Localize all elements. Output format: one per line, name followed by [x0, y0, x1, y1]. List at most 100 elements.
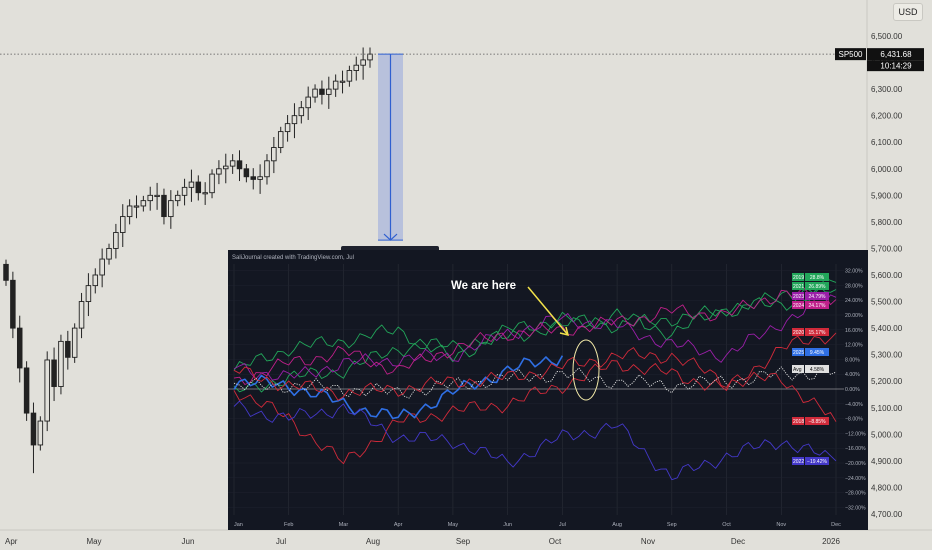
candle-body: [188, 181, 195, 188]
inset-pct-label: 0.00%: [845, 387, 860, 393]
candle-body: [3, 263, 9, 281]
candle: [257, 164, 263, 194]
time-tick-label: May: [86, 537, 101, 546]
price-tick-label: 4,900.00: [871, 457, 903, 466]
countdown-value: 10:14:29: [880, 62, 912, 71]
inset-pct-label: −24.00%: [845, 476, 866, 482]
candle: [264, 154, 270, 185]
candle: [236, 150, 243, 182]
legend-value: 24.17%: [809, 303, 827, 309]
inset-pct-label: −16.00%: [845, 446, 866, 452]
candle-body: [71, 327, 78, 358]
candle: [360, 47, 366, 80]
annotation-text: We are here: [451, 280, 516, 292]
inset-legend-entry: 2022 −19.42%: [792, 457, 829, 465]
inset-pct-label: −12.00%: [845, 431, 866, 437]
legend-swatch: [792, 417, 804, 425]
price-tick-label: 5,900.00: [871, 191, 903, 200]
legend-value: 9.45%: [810, 350, 825, 356]
candle-body: [339, 80, 346, 83]
legend-year: 2024: [793, 303, 804, 309]
legend-value: 24.79%: [809, 294, 827, 300]
time-tick-label: Sep: [456, 537, 471, 546]
inset-pct-label: 8.00%: [845, 357, 860, 363]
inset-month-label: Apr: [394, 522, 403, 528]
candle-body: [264, 160, 270, 178]
candle-body: [277, 131, 284, 148]
candle-body: [37, 420, 44, 446]
annotation-ellipse: [572, 339, 600, 401]
inset-month-label: Oct: [722, 522, 731, 528]
price-tick-label: 5,800.00: [871, 218, 903, 227]
candle-body: [58, 340, 64, 387]
legend-value-box: [805, 457, 829, 465]
candle-body: [161, 194, 167, 218]
inset-pct-label: 20.00%: [845, 313, 863, 319]
legend-year: Avg: [793, 367, 802, 373]
candle-body: [332, 80, 339, 90]
price-tick-label: 5,200.00: [871, 377, 903, 386]
candle: [367, 47, 373, 68]
candle: [147, 186, 153, 211]
time-tick-label: Oct: [549, 537, 562, 546]
candle: [353, 56, 360, 81]
candle-body: [16, 327, 23, 369]
candle: [326, 76, 332, 109]
candle: [126, 199, 133, 225]
legend-value-box: [805, 273, 829, 281]
price-tick-label: 5,500.00: [871, 298, 903, 307]
series-line: [233, 400, 837, 481]
candle-body: [51, 359, 57, 387]
inset-month-label: Mar: [339, 522, 349, 528]
candle: [346, 65, 353, 87]
candle: [37, 416, 44, 451]
inset-month-label: Jul: [559, 522, 566, 528]
inset-pct-label: −8.00%: [845, 417, 863, 423]
price-tick-label: 5,000.00: [871, 430, 903, 439]
price-tick-label: 5,700.00: [871, 244, 903, 253]
legend-swatch: [792, 282, 804, 290]
candle: [92, 268, 99, 294]
legend-value: 15.17%: [809, 330, 827, 336]
candle: [298, 101, 305, 124]
legend-swatch: [792, 348, 804, 356]
candle: [30, 402, 37, 474]
candle-body: [360, 59, 366, 66]
candle-body: [85, 285, 92, 303]
annotation-arrow-shaft: [527, 286, 569, 336]
candle: [243, 163, 250, 183]
candle-body: [223, 165, 229, 170]
legend-swatch: [792, 301, 804, 309]
candle-body: [147, 194, 153, 202]
inset-legend-entry: 2020 15.17%: [792, 328, 829, 336]
candle: [319, 80, 325, 105]
candle-body: [10, 279, 16, 329]
legend-year: 2023: [793, 294, 804, 300]
candle-body: [44, 359, 50, 422]
currency-button[interactable]: USD: [893, 3, 923, 21]
inset-pct-label: 32.00%: [845, 269, 863, 275]
candle: [284, 115, 291, 142]
inset-legend-entry: 2024 24.17%: [792, 301, 829, 309]
candle: [195, 175, 202, 201]
candle-body: [181, 186, 188, 196]
inset-legend-entry: 2023 24.79%: [792, 292, 829, 300]
price-tick-label: 5,400.00: [871, 324, 903, 333]
candle-body: [312, 88, 318, 98]
candle-body: [92, 274, 99, 287]
candle-body: [202, 192, 208, 195]
series-line: [233, 332, 837, 465]
time-tick-label: Apr: [5, 537, 18, 546]
candle-body: [65, 340, 71, 358]
candle-body: [236, 160, 243, 170]
candle: [51, 347, 57, 402]
inset-pct-label: 28.00%: [845, 283, 863, 289]
inset-pct-label: 16.00%: [845, 328, 863, 334]
candle-body: [78, 301, 85, 329]
candle: [305, 86, 311, 120]
inset-month-label: Nov: [776, 522, 786, 528]
candle-body: [133, 205, 140, 208]
candle-body: [126, 205, 133, 218]
